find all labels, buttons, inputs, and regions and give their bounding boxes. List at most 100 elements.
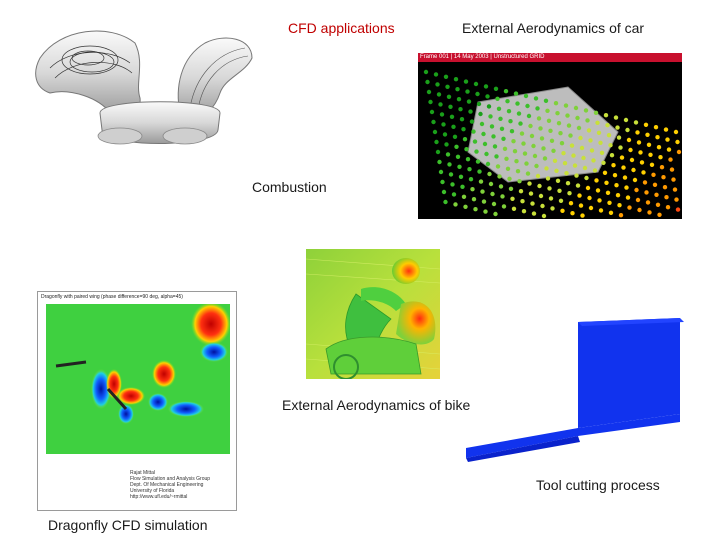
flow-dot — [429, 109, 435, 115]
flow-dot — [598, 140, 603, 145]
flow-dot — [494, 154, 499, 159]
flow-dot — [466, 99, 472, 104]
flow-dot — [544, 166, 549, 171]
flow-dot — [560, 208, 565, 213]
flow-dot — [472, 139, 478, 144]
flow-dot — [512, 149, 518, 154]
flow-dot — [468, 109, 473, 114]
flow-dot — [529, 133, 535, 139]
flow-dot — [575, 115, 580, 121]
flow-dot — [487, 171, 492, 177]
flow-dot — [555, 178, 561, 183]
flow-dot — [550, 206, 555, 211]
flow-dot — [468, 177, 474, 182]
flow-dot — [536, 116, 542, 121]
flow-dot — [644, 190, 649, 195]
flow-dot — [557, 188, 562, 193]
flow-dot — [455, 87, 460, 92]
flow-dot — [503, 89, 509, 94]
slide-title: CFD applications — [288, 20, 395, 36]
flow-dot — [459, 117, 465, 122]
flow-dot — [508, 119, 513, 124]
flow-dot — [538, 126, 543, 131]
flow-dot — [654, 192, 659, 197]
flow-dot — [624, 185, 629, 190]
flow-dot — [463, 204, 468, 209]
flow-dot — [439, 112, 445, 117]
dragonfly-caption: Dragonfly with paired wing (phase differ… — [41, 294, 183, 300]
flow-dot — [577, 193, 582, 198]
flow-dot — [595, 120, 600, 125]
flow-dot — [519, 131, 525, 136]
flow-dot — [460, 184, 465, 189]
flow-dot — [601, 160, 606, 165]
flow-dot — [625, 127, 630, 133]
flow-dot — [647, 210, 652, 215]
flow-dot — [509, 129, 515, 134]
label-car-aerodynamics: External Aerodynamics of car — [462, 20, 645, 36]
flow-dot — [498, 116, 503, 121]
flow-dot — [554, 168, 559, 173]
flow-dot — [619, 155, 625, 160]
flow-dot — [518, 121, 523, 126]
flow-dot — [626, 137, 632, 143]
combustion-image — [30, 18, 256, 180]
flow-dot — [653, 125, 659, 130]
flow-dot — [485, 94, 490, 99]
flow-dot — [491, 134, 496, 139]
flow-dot — [527, 181, 532, 186]
flow-dot — [495, 164, 501, 169]
flow-dot — [441, 189, 447, 195]
flow-dot — [478, 111, 483, 117]
flow-dot — [578, 203, 584, 208]
flow-dot — [500, 194, 505, 199]
flow-dot — [502, 146, 508, 151]
flow-dot — [438, 102, 443, 107]
flow-dot — [521, 141, 526, 146]
flow-dot — [658, 155, 663, 160]
flow-dot — [608, 210, 614, 215]
flow-dot — [491, 201, 497, 207]
flow-dot — [449, 114, 455, 119]
flow-dot — [558, 131, 563, 136]
flow-dot — [467, 167, 472, 172]
flow-dot — [469, 119, 475, 124]
flow-dot — [538, 193, 544, 199]
flow-dot — [565, 113, 570, 118]
flow-dot — [659, 165, 665, 170]
flow-dot — [523, 93, 529, 99]
flow-dot — [579, 145, 585, 151]
flow-dot — [642, 180, 648, 185]
flow-dot — [606, 133, 612, 138]
flow-dot — [518, 189, 524, 194]
flow-dot — [672, 187, 678, 192]
flow-dot — [565, 181, 571, 186]
flow-dot — [489, 124, 495, 129]
flow-dot — [448, 104, 453, 109]
flow-dot — [561, 151, 566, 156]
flow-dot — [435, 149, 441, 155]
flow-dot — [595, 188, 601, 193]
flow-dot — [655, 202, 661, 207]
flow-dot — [471, 129, 476, 134]
flow-dot — [570, 211, 575, 216]
flow-dot — [492, 144, 498, 149]
flow-dot — [443, 74, 449, 79]
flow-dot — [510, 196, 515, 201]
label-combustion: Combustion — [252, 179, 327, 195]
flow-dot — [539, 136, 545, 141]
flow-dot — [662, 185, 668, 190]
flow-dot — [621, 165, 626, 170]
flow-dot — [514, 159, 519, 164]
flow-dot — [440, 179, 445, 185]
flow-dot — [473, 81, 479, 87]
flow-dot — [537, 183, 542, 189]
flow-dot — [645, 132, 650, 137]
flow-dot — [627, 205, 632, 210]
flow-dot — [445, 152, 451, 157]
flow-dot — [435, 82, 440, 87]
flow-dot — [458, 174, 464, 179]
flow-dot — [597, 198, 602, 203]
flow-dot — [451, 124, 456, 129]
flow-dot — [591, 158, 596, 163]
